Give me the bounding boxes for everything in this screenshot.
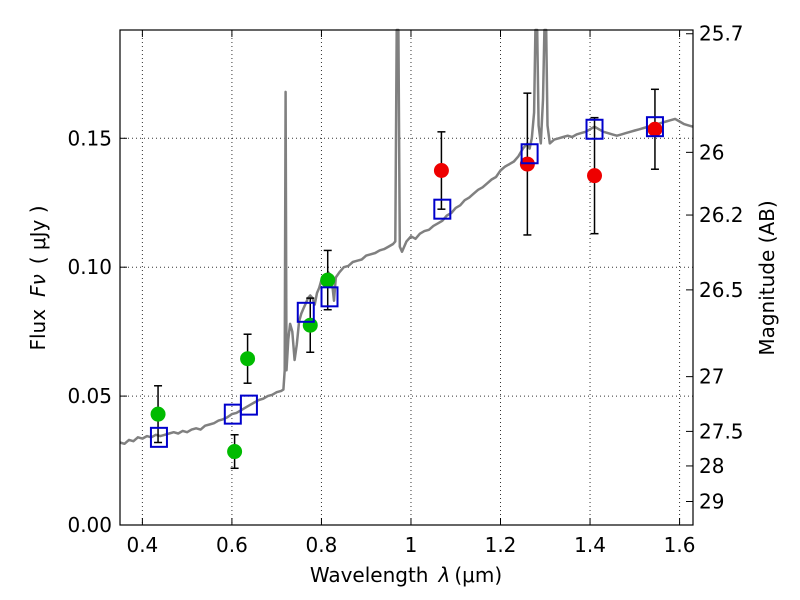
data-point	[240, 351, 256, 367]
plot-frame	[119, 29, 694, 526]
y-tick-label: 0.00	[67, 513, 112, 537]
y-right-tick-label: 28	[699, 454, 724, 478]
data-point	[433, 163, 449, 179]
y-axis-title-symbol: Fν	[26, 274, 50, 297]
x-axis-title-symbol: λ	[438, 563, 451, 587]
model-point	[645, 116, 664, 138]
axis-ticks: 0.4 0.6 0.8 1 1.2 1.4 1.6 0.00 0.05 0.10 0.15 25.7 2…	[67, 22, 743, 557]
x-tick-label: 0.4	[126, 533, 158, 557]
y-right-tick-label: 29	[699, 489, 724, 513]
data-point	[587, 168, 603, 184]
y-right-tick-label: 27	[699, 365, 724, 389]
model-point	[433, 198, 452, 220]
data-point	[302, 317, 318, 333]
model-point	[320, 286, 339, 308]
model-point	[296, 301, 315, 323]
data-point	[320, 272, 336, 288]
model-point	[149, 426, 168, 448]
y-right-tick-label: 26.2	[699, 203, 744, 227]
x-axis-title-unit: (μm)	[454, 563, 502, 587]
x-axis-title: Wavelength λ (μm)	[310, 563, 502, 587]
y-right-tick-label: 26.5	[699, 278, 744, 302]
x-tick-label: 1	[405, 533, 418, 557]
grid-lines	[120, 30, 693, 526]
model-point	[520, 143, 539, 165]
x-tick-label: 1.2	[485, 533, 517, 557]
model-point	[585, 118, 604, 140]
spectrum-layer	[119, 28, 694, 446]
model-point	[239, 394, 258, 416]
data-point	[227, 444, 243, 460]
x-tick-label: 0.6	[216, 533, 248, 557]
y-right-tick-label: 25.7	[699, 22, 744, 46]
y-tick-label: 0.10	[67, 255, 112, 279]
y-axis-title-unit: ( μJy )	[26, 205, 50, 264]
y-right-tick-label: 27.5	[699, 419, 744, 443]
spectrum-line	[119, 28, 694, 446]
x-tick-label: 1.6	[664, 533, 696, 557]
y-axis-title-prefix: Flux	[26, 309, 50, 351]
y-right-axis-title: Magnitude (AB)	[755, 200, 779, 355]
y-tick-label: 0.15	[67, 126, 112, 150]
x-tick-label: 0.8	[306, 533, 338, 557]
data-marks	[149, 88, 664, 470]
y-tick-label: 0.05	[67, 384, 112, 408]
y-right-tick-label: 26	[699, 140, 724, 164]
data-point	[150, 406, 166, 422]
data-point	[647, 121, 663, 137]
y-axis-title: Flux Fν ( μJy )	[26, 205, 50, 350]
x-axis-title-prefix: Wavelength	[310, 563, 429, 587]
x-tick-label: 1.4	[574, 533, 606, 557]
